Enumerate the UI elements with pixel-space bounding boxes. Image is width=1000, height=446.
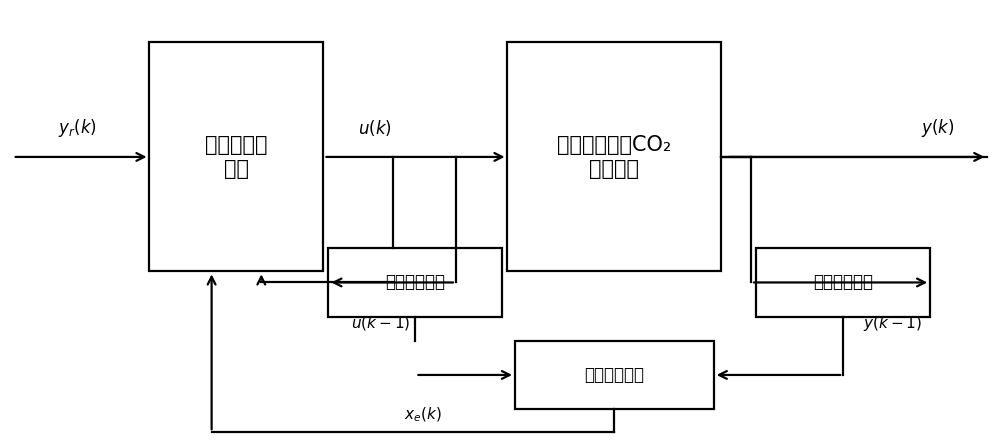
Text: $x_e(k)$: $x_e(k)$: [404, 405, 442, 424]
Text: $y_r(k)$: $y_r(k)$: [58, 117, 97, 139]
Text: 第二延迟模块: 第二延迟模块: [813, 273, 873, 291]
Bar: [507, 42, 721, 272]
Text: $u(k-1)$: $u(k-1)$: [351, 314, 411, 332]
Text: 第一延迟模块: 第一延迟模块: [385, 273, 445, 291]
Text: $y(k-1)$: $y(k-1)$: [863, 314, 922, 333]
Bar: [149, 42, 323, 272]
Bar: [515, 341, 714, 409]
Text: 大型燃煤电站CO₂
捕集系统: 大型燃煤电站CO₂ 捕集系统: [557, 135, 672, 178]
Bar: [756, 248, 930, 317]
Text: $u(k)$: $u(k)$: [358, 118, 392, 138]
Text: 卡尔曼滤波器: 卡尔曼滤波器: [584, 366, 644, 384]
Bar: [328, 248, 502, 317]
Text: 模型预测控
制器: 模型预测控 制器: [205, 135, 268, 178]
Text: $y(k)$: $y(k)$: [921, 117, 954, 139]
